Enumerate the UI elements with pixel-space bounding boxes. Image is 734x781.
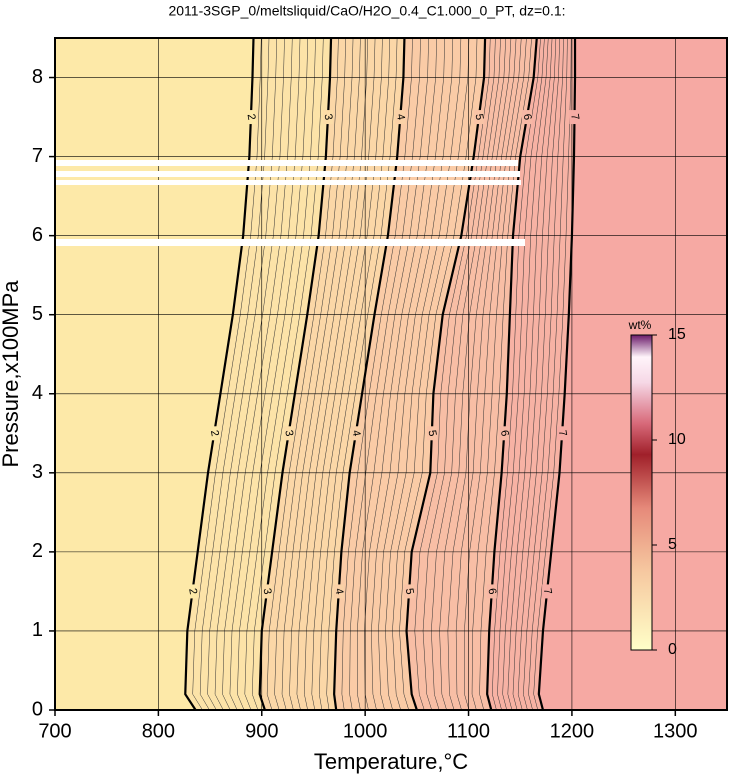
contour-label: 2 [245,113,258,121]
x-tick-label: 1000 [343,720,388,742]
artifact-stripes [55,160,525,246]
contour-line [405,38,487,710]
colorbar [630,334,653,651]
x-tick-label: 1200 [550,720,595,742]
contour-label-bg [261,584,272,599]
contour-label-bg [333,584,344,599]
x-tick-label: 1300 [653,720,698,742]
x-tick-label: 800 [142,720,175,742]
colorbar-tick-label: 5 [668,536,677,553]
contour-label: 6 [521,113,534,121]
contour-band [487,38,576,710]
contour-label: 7 [568,113,581,121]
contour-label: 6 [498,429,511,437]
contour-label-bg [499,426,510,441]
contour-line [184,38,255,710]
y-tick-label: 2 [32,540,43,562]
contour-label: 3 [261,587,274,595]
contour-label: 4 [394,113,407,121]
contour-label-bg [350,426,361,441]
contour-label: 3 [282,429,295,437]
stripe [55,160,518,166]
contour-label-bg [187,584,198,599]
contour-band [259,38,405,710]
x-tick-label: 900 [245,720,278,742]
contour-band [185,38,332,710]
contour-line [486,38,538,710]
x-tick-label: 1100 [447,720,490,742]
y-tick-label: 7 [32,145,43,167]
y-tick-label: 0 [32,698,43,720]
contour-label-bg [395,110,406,125]
y-axis-label: Pressure,x100MPa [0,280,23,468]
x-tick-label: 700 [38,720,71,742]
y-tick-label: 8 [32,66,43,88]
colorbar-label: wt% [628,318,652,332]
y-tick-label: 3 [32,461,43,483]
plot-area: 2 2 2 3 3 3 4 4 4 5 5 5 6 6 6 7 7 7 [55,38,727,710]
contour-band [334,38,486,710]
y-tick-label: 5 [32,303,43,325]
stripe [55,171,520,177]
contour-label-bg [473,110,484,125]
contour-label: 7 [556,429,569,437]
x-axis-label: Temperature,°C [314,749,468,774]
colorbar-tick-label: 10 [668,431,686,448]
contour-line [333,38,406,710]
contour-label-bg [404,584,415,599]
contour-label-bg [557,426,568,441]
chart-title: 2011-3SGP_0/meltsliquid/CaO/H2O_0.4_C1.0… [168,3,565,19]
stripe [55,180,521,185]
contour-label-bg [569,110,580,125]
contour-label-bg [521,110,532,125]
contour-label-bg [283,426,294,441]
contour-label: 2 [186,587,199,595]
y-tick-label: 6 [32,224,43,246]
contour-label: 2 [208,429,221,437]
colorbar-tick-label: 0 [668,641,677,658]
contour-label: 5 [425,429,438,437]
y-tick-label: 1 [32,619,43,641]
contour-line [258,38,333,710]
contour-label-bg [245,110,256,125]
contour-label: 3 [322,113,335,121]
contour-label: 4 [332,587,345,595]
contour-label-bg [322,110,333,125]
contour-label: 6 [485,587,498,595]
y-tick-label: 4 [32,382,43,404]
contour-label-bg [426,426,437,441]
contour-label: 7 [541,587,554,595]
contour-label: 4 [350,429,363,437]
contour-label-bg [209,426,220,441]
colorbar-tick-label: 15 [668,326,686,343]
contour-label-bg [486,584,497,599]
contour-line [537,38,577,710]
plot-frame [54,37,728,711]
contour-label: 5 [473,113,486,121]
contour-label: 5 [403,587,416,595]
contour-label-bg [542,584,553,599]
stripe [55,239,525,246]
